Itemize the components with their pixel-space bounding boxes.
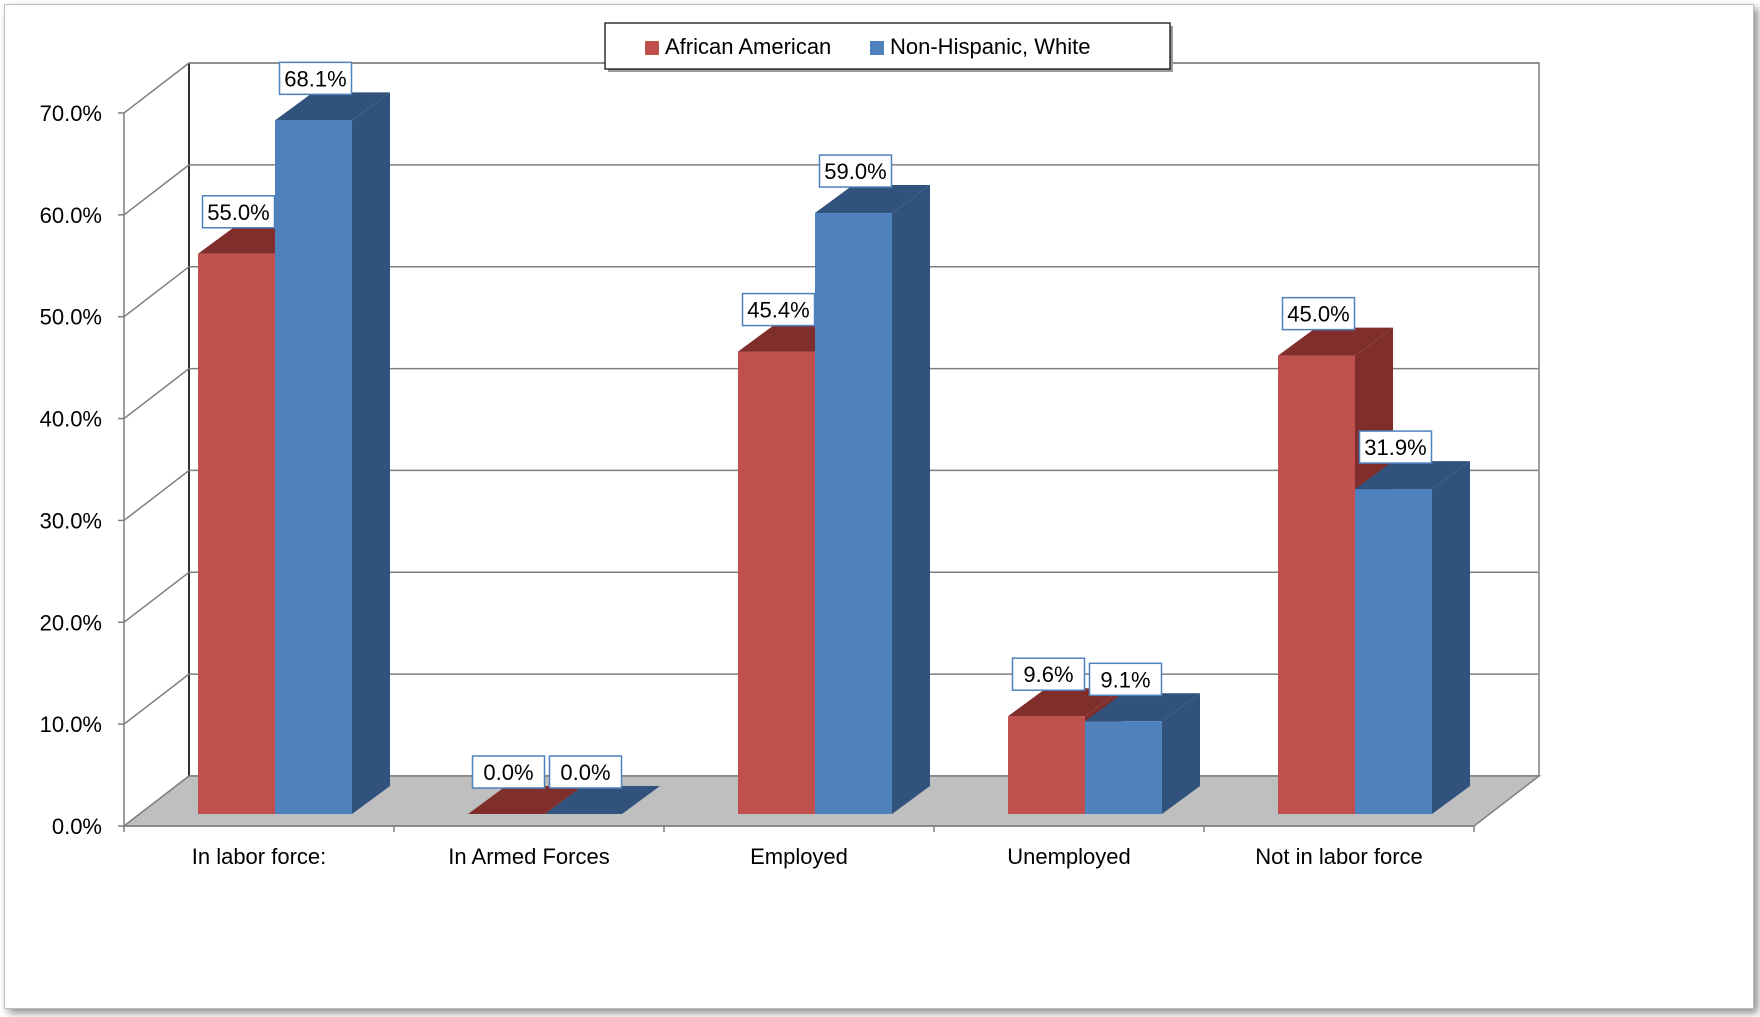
data-label: 0.0% — [560, 760, 610, 785]
data-label-box — [1281, 296, 1356, 331]
bar — [1278, 355, 1355, 814]
data-label: 45.4% — [747, 298, 809, 323]
bar-1-4 — [1355, 461, 1470, 814]
bars — [198, 92, 1470, 815]
x-tick-label: In labor force: — [192, 844, 327, 869]
data-label-box — [1358, 430, 1433, 464]
gridline-side — [123, 266, 190, 318]
bar — [1085, 721, 1162, 814]
data-label-box — [1088, 662, 1163, 697]
bar-side — [1162, 693, 1200, 814]
bar-top — [468, 786, 583, 814]
bar — [198, 253, 275, 815]
bar-side — [1432, 461, 1470, 814]
bar-top — [1278, 327, 1393, 356]
data-label-0-4: 45.0% — [1281, 296, 1356, 331]
bar-chart: 0.0% 10.0% 20.0% 30.0% 40.0% 50.0% 60.0% 70.0% I… — [40, 22, 1542, 869]
gridline-side — [123, 367, 190, 420]
legend: African American Non-Hispanic, White — [604, 22, 1173, 72]
data-label: 31.9% — [1364, 435, 1426, 460]
x-tick-label: Employed — [750, 844, 848, 869]
y-tick-label: 50.0% — [40, 305, 102, 330]
y-tick-label: 20.0% — [40, 610, 102, 635]
data-label-box — [1011, 657, 1086, 691]
data-label-0-1: 0.0% — [471, 755, 546, 789]
x-tick-label: In Armed Forces — [448, 844, 609, 869]
data-label-box — [548, 755, 623, 789]
legend-label: African American — [665, 34, 831, 59]
data-label-box — [818, 154, 893, 188]
legend-swatch — [645, 41, 659, 55]
data-label-box — [471, 755, 546, 789]
x-tick-label: Not in labor force — [1255, 844, 1423, 869]
bar — [1008, 716, 1085, 814]
data-label: 0.0% — [483, 760, 533, 785]
data-label: 68.1% — [284, 66, 346, 91]
y-tick-label: 30.0% — [40, 508, 102, 533]
bar-1-3 — [1085, 693, 1200, 814]
y-tick-label: 10.0% — [40, 712, 102, 737]
y-tick-label: 70.0% — [40, 101, 102, 126]
data-label-1-4: 31.9% — [1358, 430, 1433, 464]
data-label: 45.0% — [1287, 302, 1349, 327]
data-label-1-3: 9.1% — [1088, 662, 1163, 697]
bar-top — [1355, 461, 1470, 490]
data-label: 59.0% — [824, 159, 886, 184]
bar-top — [1085, 693, 1200, 722]
bar-top — [275, 92, 390, 121]
bar — [275, 120, 352, 815]
bar-1-2 — [815, 185, 930, 815]
axes: 0.0% 10.0% 20.0% 30.0% 40.0% 50.0% 60.0% 70.0% I… — [40, 101, 1475, 869]
bar-1-0 — [275, 92, 390, 815]
bar-1-1 — [545, 786, 660, 814]
data-label-1-2: 59.0% — [818, 154, 893, 188]
data-label-1-0: 68.1% — [278, 61, 353, 96]
gridline-side — [123, 571, 190, 623]
gridline-side — [123, 673, 190, 725]
gridline-side — [123, 469, 190, 522]
data-label: 55.0% — [207, 200, 269, 225]
chart-frame: 0.0% 10.0% 20.0% 30.0% 40.0% 50.0% 60.0% 70.0% I… — [4, 4, 1754, 1009]
bar-0-1 — [468, 786, 583, 814]
legend-label: Non-Hispanic, White — [890, 34, 1091, 59]
data-label: 9.1% — [1100, 667, 1150, 692]
data-labels: 55.0% 68.1% 0.0% 0.0% 45.4% 59.0% 9.6% 9.1% 45.0… — [201, 61, 1433, 789]
data-label-0-2: 45.4% — [741, 292, 816, 327]
y-tick-label: 40.0% — [40, 407, 102, 432]
x-tick-label: Unemployed — [1007, 844, 1131, 869]
data-label-0-0: 55.0% — [201, 195, 276, 229]
data-label-box — [278, 61, 353, 96]
gridline-side — [123, 62, 190, 114]
bar — [738, 351, 815, 814]
data-label: 9.6% — [1023, 662, 1073, 687]
bar-side — [892, 185, 930, 815]
bar-top — [545, 786, 660, 814]
legend-swatch — [870, 41, 884, 55]
data-label-0-3: 9.6% — [1011, 657, 1086, 691]
y-tick-label: 60.0% — [40, 203, 102, 228]
gridline-side — [123, 164, 190, 216]
bar — [1355, 489, 1432, 814]
y-tick-label: 0.0% — [52, 814, 102, 839]
legend-box — [604, 22, 1171, 70]
data-label-1-1: 0.0% — [548, 755, 623, 789]
data-label-box — [201, 195, 276, 229]
bar-side — [352, 92, 390, 815]
bar-top — [815, 185, 930, 214]
data-label-box — [741, 292, 816, 327]
side-wall — [124, 63, 189, 826]
bar — [815, 213, 892, 815]
